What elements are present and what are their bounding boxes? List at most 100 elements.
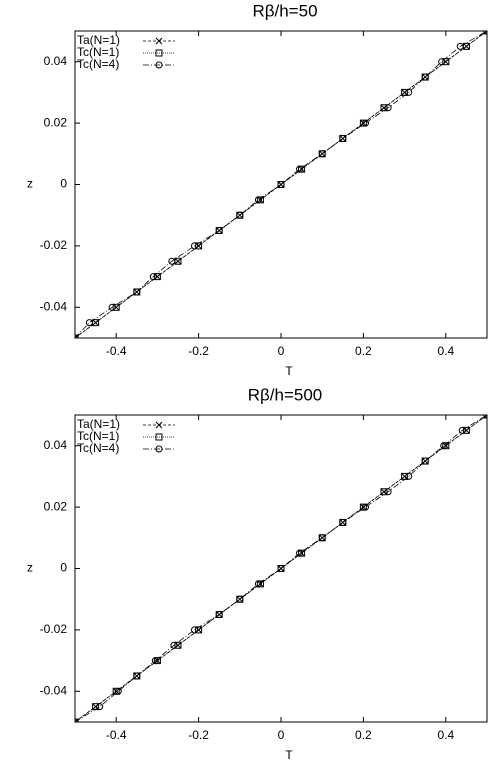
marker	[168, 257, 176, 265]
marker	[405, 472, 413, 480]
marker	[236, 595, 244, 603]
marker	[318, 150, 326, 158]
x-tick-label: 0.2	[355, 728, 372, 742]
marker	[318, 534, 326, 542]
marker	[153, 657, 161, 665]
y-tick-label: 0.02	[44, 499, 68, 513]
x-tick-label: 0.2	[355, 344, 372, 358]
marker	[112, 687, 120, 695]
marker	[133, 288, 141, 296]
y-axis-label: z	[27, 177, 33, 191]
marker	[440, 442, 448, 450]
marker	[361, 503, 369, 511]
y-tick-label: -0.04	[40, 299, 68, 313]
marker	[462, 426, 470, 434]
marker	[96, 703, 104, 711]
legend-marker	[155, 445, 163, 453]
y-tick-label: 0	[60, 177, 67, 191]
marker	[149, 273, 157, 281]
marker	[359, 119, 367, 127]
legend-marker	[155, 433, 163, 441]
y-tick-label: -0.04	[40, 683, 68, 697]
chart-title: Rβ/h=500	[248, 385, 323, 404]
marker	[174, 641, 182, 649]
marker	[360, 119, 367, 127]
marker	[458, 426, 466, 434]
marker	[384, 488, 392, 496]
marker	[384, 104, 392, 112]
marker	[112, 303, 120, 311]
y-tick-label: 0.04	[44, 438, 68, 452]
marker	[236, 211, 244, 219]
plot-area	[75, 415, 487, 722]
plot-frame	[74, 30, 488, 339]
legend-marker	[155, 49, 163, 57]
legend-marker	[155, 421, 163, 429]
marker	[170, 641, 178, 649]
marker	[456, 42, 464, 50]
marker	[151, 657, 159, 665]
marker	[254, 580, 262, 588]
legend-label: Tc(N=1)	[77, 45, 119, 59]
legend-marker	[155, 37, 163, 45]
marker	[359, 503, 367, 511]
marker	[277, 181, 285, 188]
x-tick-label: -0.4	[106, 728, 127, 742]
legend-label: Ta(N=1)	[77, 417, 120, 431]
marker	[112, 687, 120, 695]
x-tick-label: -0.2	[188, 728, 209, 742]
marker	[257, 580, 264, 588]
marker	[85, 319, 93, 327]
legend-label: Tc(N=4)	[77, 441, 119, 455]
x-tick-label: 0	[278, 728, 285, 742]
legend-label: Tc(N=1)	[77, 429, 119, 443]
plot-frame	[74, 414, 488, 723]
marker	[339, 134, 347, 142]
x-tick-label: 0.4	[437, 344, 454, 358]
marker	[361, 119, 369, 127]
y-tick-label: 0	[60, 561, 67, 575]
marker	[133, 672, 141, 680]
marker	[256, 580, 264, 588]
marker	[380, 104, 388, 112]
x-tick-label: 0.4	[437, 728, 454, 742]
marker	[256, 196, 264, 204]
marker	[277, 565, 285, 572]
marker	[215, 227, 223, 235]
marker	[298, 549, 306, 557]
y-tick-label: 0.02	[44, 115, 68, 129]
series-line	[75, 31, 487, 338]
marker	[442, 442, 450, 450]
marker	[339, 518, 347, 526]
marker	[153, 273, 161, 281]
marker	[190, 626, 198, 634]
chart-title: Rβ/h=50	[252, 1, 317, 20]
marker	[421, 73, 429, 81]
x-axis-label: T	[285, 364, 293, 378]
marker	[405, 88, 413, 96]
legend-label: Tc(N=4)	[77, 57, 119, 71]
marker	[215, 611, 223, 619]
marker	[360, 503, 367, 511]
legend-label: Ta(N=1)	[77, 33, 120, 47]
x-tick-label: -0.4	[106, 344, 127, 358]
marker	[254, 196, 262, 204]
y-tick-label: -0.02	[40, 238, 68, 252]
marker	[296, 165, 304, 173]
marker	[92, 319, 99, 327]
marker	[114, 687, 122, 695]
x-axis-label: T	[285, 748, 293, 762]
marker	[296, 549, 304, 557]
marker	[257, 196, 264, 204]
marker	[421, 457, 429, 465]
marker	[190, 242, 198, 250]
plot-area	[75, 31, 487, 338]
legend-marker	[155, 61, 163, 69]
series-line	[75, 415, 487, 722]
x-tick-label: -0.2	[188, 344, 209, 358]
y-tick-label: -0.02	[40, 622, 68, 636]
x-tick-label: 0	[278, 344, 285, 358]
marker	[438, 58, 446, 66]
marker	[298, 165, 306, 173]
